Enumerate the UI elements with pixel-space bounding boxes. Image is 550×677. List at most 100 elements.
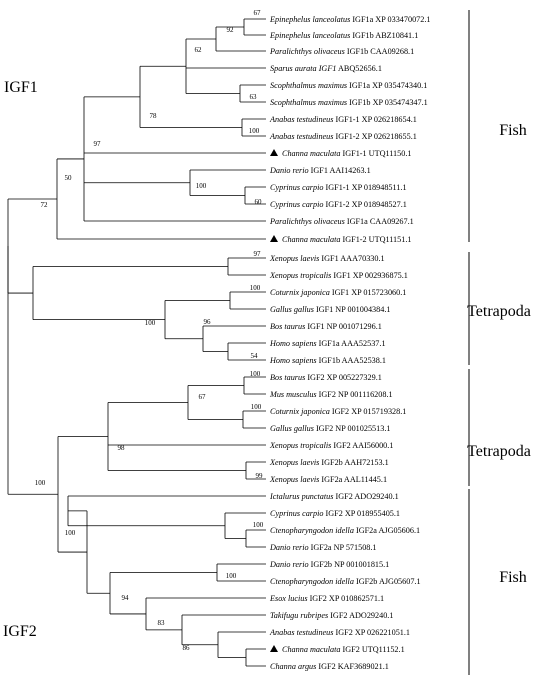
bootstrap-value: 67 [199, 393, 207, 401]
gene-accession: IGF2 ADO29240.1 [330, 611, 393, 620]
species-name: Paralichthys olivaceus [269, 47, 347, 56]
species-name: Anabas testudineus [269, 115, 336, 124]
taxon-label-coturnix-japonica-igf2-xp-015719328-1: Coturnix japonica IGF2 XP 015719328.1 [270, 407, 406, 416]
bootstrap-labels: 67 92 62 63 100 78 97 100 60 50 72 97 100 100 96 54 100 6… [35, 9, 264, 652]
bootstrap-value: 99 [256, 472, 264, 480]
gene-accession: IGF2a AAL11445.1 [321, 475, 387, 484]
bootstrap-value: 100 [145, 319, 156, 327]
clade-label-tetrapoda: Tetrapoda [467, 443, 531, 460]
gene-accession: IGF1a CAA09267.1 [347, 217, 414, 226]
taxon-label-paralichthys-olivaceus-igf1a-caa09267-1: Paralichthys olivaceus IGF1a CAA09267.1 [269, 217, 414, 226]
taxon-label-cyprinus-carpio-igf2-xp-018955405-1: Cyprinus carpio IGF2 XP 018955405.1 [270, 509, 400, 518]
bootstrap-value: 96 [204, 318, 212, 326]
bootstrap-value: 94 [122, 594, 130, 602]
species-name: Xenopus tropicalis [269, 441, 333, 450]
bootstrap-value: 60 [255, 198, 263, 206]
bootstrap-value: 100 [196, 182, 207, 190]
gene-accession: IGF2 KAF3689021.1 [318, 662, 389, 671]
gene-accession: IGF1b AAA52538.1 [319, 356, 386, 365]
taxon-label-danio-rerio-igf2a-np-571508-1: Danio rerio IGF2a NP 571508.1 [269, 543, 377, 552]
species-name: Epinephelus lanceolatus [269, 31, 352, 40]
taxon-label-takifugu-rubripes-igf2-ado29240-1: Takifugu rubripes IGF2 ADO29240.1 [270, 611, 393, 620]
species-name: Paralichthys olivaceus [269, 217, 347, 226]
gene-accession: IGF1 NP 001071296.1 [307, 322, 382, 331]
bootstrap-value: 67 [254, 9, 262, 17]
species-name: Homo sapiens [269, 356, 319, 365]
gene-accession: ABQ52656.1 [336, 64, 382, 73]
species-name: Gallus gallus [270, 305, 316, 314]
gene-accession: IGF1 NP 001004384.1 [316, 305, 391, 314]
species-name: Scophthalmus maximus [270, 81, 349, 90]
species-name: Xenopus tropicalis [269, 271, 333, 280]
taxon-label-sparus-aurata-igf1: Sparus aurata IGF1 ABQ52656.1 [270, 64, 382, 73]
species-name: Bos taurus [270, 373, 307, 382]
taxon-label-cyprinus-carpio-igf1-2-xp-018948527-1: Cyprinus carpio IGF1-2 XP 018948527.1 [270, 200, 407, 209]
bootstrap-value: 54 [251, 352, 259, 360]
taxon-label-xenopus-tropicalis-igf2-aai56000-1: Xenopus tropicalis IGF2 AAI56000.1 [269, 441, 393, 450]
gene-accession: IGF2 NP 001116208.1 [319, 390, 393, 399]
species-name: Ctenopharyngodon idella [270, 526, 356, 535]
gene-accession: IGF2 XP 018955405.1 [326, 509, 401, 518]
gene-accession: IGF1-1 XP 026218654.1 [336, 115, 417, 124]
gene-accession: IGF1a XP 035474340.1 [349, 81, 427, 90]
taxon-label-epinephelus-lanceolatus-igf1a-xp-033470072-1: Epinephelus lanceolatus IGF1a XP 0334700… [269, 15, 431, 24]
species-name: Ictalurus punctatus [269, 492, 336, 501]
taxon-label-homo-sapiens-igf1a-aaa52537-1: Homo sapiens IGF1a AAA52537.1 [269, 339, 386, 348]
gene-accession: IGF1b ABZ10841.1 [352, 31, 418, 40]
gene-accession: IGF2a NP 571508.1 [311, 543, 377, 552]
bootstrap-value: 97 [254, 250, 262, 258]
bootstrap-value: 63 [250, 93, 258, 101]
taxon-label-xenopus-tropicalis-igf1-xp-002936875-1: Xenopus tropicalis IGF1 XP 002936875.1 [269, 271, 408, 280]
taxon-label-channa-maculata-igf1-2-utq11151-1: Channa maculata IGF1-2 UTQ11151.1 [282, 235, 411, 244]
species-name: Coturnix japonica [270, 288, 332, 297]
bootstrap-value: 100 [35, 479, 46, 487]
gene-accession: IGF2 XP 026221051.1 [336, 628, 411, 637]
bootstrap-value: 100 [250, 284, 261, 292]
taxon-label-anabas-testudineus-igf1-2-xp-026218655-1: Anabas testudineus IGF1-2 XP 026218655.1 [269, 132, 417, 141]
bootstrap-value: 78 [150, 112, 158, 120]
species-name: Coturnix japonica [270, 407, 332, 416]
gene-accession: IGF2 UTQ11152.1 [343, 645, 405, 654]
species-name: Xenopus laevis [269, 458, 321, 467]
gene-accession: IGF2 XP 015719328.1 [332, 407, 407, 416]
taxon-label-xenopus-laevis-igf2a-aal11445-1: Xenopus laevis IGF2a AAL11445.1 [269, 475, 387, 484]
taxon-label-scophthalmus-maximus-igf1b-xp-035474347-1: Scophthalmus maximus IGF1b XP 035474347.… [270, 98, 428, 107]
triangle-marker-icon [270, 645, 278, 652]
gene-accession: IGF2b AJG05607.1 [356, 577, 421, 586]
bootstrap-value: 100 [226, 572, 237, 580]
gene-accession: IGF1 XP 015723060.1 [332, 288, 407, 297]
clade-label-tetrapoda: Tetrapoda [467, 303, 531, 320]
gene-accession: IGF1 AAA70330.1 [321, 254, 384, 263]
bootstrap-value: 98 [118, 444, 126, 452]
taxon-label-bos-taurus-igf2-xp-005227329-1: Bos taurus IGF2 XP 005227329.1 [270, 373, 382, 382]
species-name: Channa maculata [282, 149, 343, 158]
taxon-label-homo-sapiens-igf1b-aaa52538-1: Homo sapiens IGF1b AAA52538.1 [269, 356, 386, 365]
gene-accession: IGF1 AAI14263.1 [311, 166, 371, 175]
taxon-label-xenopus-laevis-igf2b-aah72153-1: Xenopus laevis IGF2b AAH72153.1 [269, 458, 389, 467]
gene-accession: IGF1a XP 033470072.1 [352, 15, 430, 24]
taxon-label-anabas-testudineus-igf2-xp-026221051-1: Anabas testudineus IGF2 XP 026221051.1 [269, 628, 410, 637]
species-name: Mus musculus [269, 390, 319, 399]
gene-accession: IGF1b CAA09268.1 [347, 47, 414, 56]
taxon-label-channa-maculata-igf2-utq11152-1: Channa maculata IGF2 UTQ11152.1 [282, 645, 405, 654]
taxon-label-anabas-testudineus-igf1-1-xp-026218654-1: Anabas testudineus IGF1-1 XP 026218654.1 [269, 115, 417, 124]
species-name: Scophthalmus maximus [270, 98, 349, 107]
bootstrap-value: 100 [250, 370, 261, 378]
gene-accession: IGF1-1 XP 018948511.1 [326, 183, 407, 192]
tree-branches [7, 18, 266, 667]
clade-brackets: Fish Tetrapoda Tetrapoda Fish [467, 10, 531, 675]
taxon-label-ctenopharyngodon-idella-igf2b-ajg05607-1: Ctenopharyngodon idella IGF2b AJG05607.1 [270, 577, 421, 586]
species-name: Anabas testudineus [269, 628, 336, 637]
species-name: Channa maculata [282, 235, 343, 244]
gene-accession: IGF2b AAH72153.1 [321, 458, 388, 467]
taxon-label-paralichthys-olivaceus-igf1b-caa09268-1: Paralichthys olivaceus IGF1b CAA09268.1 [269, 47, 414, 56]
species-name: Gallus gallus [270, 424, 316, 433]
gene-accession: IGF1 XP 002936875.1 [333, 271, 408, 280]
species-name: Ctenopharyngodon idella [270, 577, 356, 586]
taxon-label-danio-rerio-igf2b-np-001001815-1: Danio rerio IGF2b NP 001001815.1 [269, 560, 389, 569]
taxon-label-esox-lucius-igf2-xp-010862571-1: Esox lucius IGF2 XP 010862571.1 [269, 594, 384, 603]
taxon-label-cyprinus-carpio-igf1-1-xp-018948511-1: Cyprinus carpio IGF1-1 XP 018948511.1 [270, 183, 407, 192]
gene-accession: IGF2 NP 001025513.1 [316, 424, 391, 433]
gene-accession: IGF2 XP 005227329.1 [307, 373, 382, 382]
